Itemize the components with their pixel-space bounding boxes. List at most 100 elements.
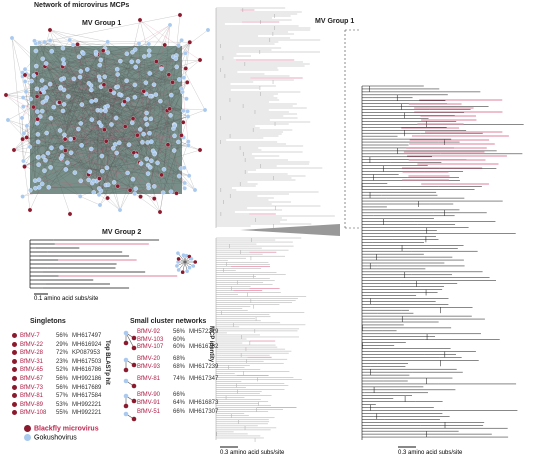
network-edge bbox=[26, 89, 43, 138]
network-node bbox=[170, 80, 175, 85]
cluster-member-pct: 66% bbox=[173, 409, 186, 415]
singleton-node-icon bbox=[12, 367, 17, 373]
cluster-member-pct: 64% bbox=[173, 399, 186, 406]
network-edge bbox=[138, 43, 149, 174]
network-edge bbox=[48, 180, 94, 188]
singleton-name: BfMV-89 bbox=[20, 401, 44, 408]
network-node bbox=[133, 186, 138, 191]
network-edge bbox=[37, 134, 109, 185]
network-edge bbox=[99, 186, 118, 189]
network-edge bbox=[63, 59, 121, 211]
cluster-member-acc: MH572279 bbox=[189, 329, 219, 335]
network-edge bbox=[36, 65, 172, 96]
network-node bbox=[22, 66, 28, 72]
network-edge bbox=[65, 169, 121, 211]
network-node bbox=[19, 115, 25, 121]
network-edge bbox=[29, 145, 189, 147]
singleton-node-icon bbox=[12, 384, 17, 390]
network-edge bbox=[38, 164, 149, 174]
network-edge bbox=[45, 160, 103, 172]
network-node bbox=[76, 54, 82, 60]
network-node bbox=[20, 95, 26, 100]
network-node bbox=[183, 51, 188, 56]
singleton-pct: 55% bbox=[56, 410, 69, 417]
network-node bbox=[57, 128, 63, 133]
network-node bbox=[183, 66, 188, 71]
network-node bbox=[44, 95, 50, 100]
collapsed-clade bbox=[240, 224, 340, 236]
network-node bbox=[63, 167, 69, 172]
network-edge bbox=[44, 41, 173, 83]
cluster-member-pct: 68% bbox=[173, 356, 186, 362]
singleton-name: BfMV-7 bbox=[20, 333, 40, 340]
network-edge bbox=[23, 97, 114, 149]
network-node bbox=[39, 87, 45, 92]
network-node bbox=[29, 78, 34, 84]
small-network-node bbox=[181, 253, 186, 258]
network-node bbox=[45, 150, 51, 156]
network-edge bbox=[46, 97, 131, 191]
network-node bbox=[130, 176, 136, 182]
network-node bbox=[40, 56, 46, 62]
network-node bbox=[142, 54, 147, 59]
singleton-row: BfMV-28 72% KP087953 bbox=[12, 350, 100, 356]
cluster-member-name: BfMV-81 bbox=[137, 376, 161, 382]
network-node bbox=[149, 158, 154, 164]
network-node bbox=[91, 178, 96, 184]
network-node bbox=[91, 190, 97, 195]
network-node bbox=[133, 64, 138, 70]
cluster-member-pct: 68% bbox=[173, 363, 186, 370]
network-node bbox=[117, 207, 123, 213]
network-edge bbox=[170, 82, 188, 116]
singleton-pct: 29% bbox=[56, 341, 69, 348]
network-node bbox=[35, 116, 40, 122]
network-edge bbox=[61, 141, 107, 160]
network-node bbox=[106, 182, 111, 188]
cluster-member-pct: 74% bbox=[173, 376, 186, 382]
network-edge bbox=[51, 118, 134, 148]
network-edge bbox=[139, 19, 201, 61]
small-network-node bbox=[191, 264, 196, 268]
network-edge bbox=[100, 110, 162, 176]
network-node bbox=[38, 114, 43, 119]
network-node bbox=[111, 180, 117, 185]
network-node bbox=[105, 103, 110, 109]
network-node bbox=[172, 133, 177, 139]
cluster-network-icon bbox=[120, 357, 140, 380]
cluster-member-acc: MH617307 bbox=[189, 409, 219, 415]
network-node bbox=[136, 41, 142, 46]
network-node bbox=[31, 104, 36, 110]
network-node bbox=[21, 130, 27, 136]
network-edge bbox=[31, 81, 39, 158]
network-node bbox=[97, 176, 102, 181]
network-node bbox=[152, 151, 157, 157]
network-node bbox=[89, 117, 95, 122]
singleton-node-icon bbox=[12, 393, 17, 399]
singletons-title: Singletons bbox=[30, 318, 66, 325]
network-edge bbox=[93, 142, 148, 193]
network-edge bbox=[34, 40, 189, 117]
network-edge bbox=[107, 86, 118, 107]
network-edge bbox=[21, 98, 31, 119]
network-node bbox=[65, 160, 70, 165]
network-edge bbox=[88, 54, 97, 175]
gokusho-dot-icon bbox=[24, 434, 31, 442]
clusters-title: Small cluster networks bbox=[130, 318, 207, 325]
network-edge bbox=[61, 79, 101, 81]
network-node bbox=[75, 42, 80, 47]
network-node bbox=[205, 27, 211, 33]
cluster-member-name: BfMV-91 bbox=[137, 399, 161, 406]
singleton-acc: MH992186 bbox=[72, 376, 102, 383]
network-edge bbox=[30, 29, 51, 100]
network-edge bbox=[125, 84, 155, 127]
network-edge bbox=[123, 104, 147, 125]
network-node bbox=[43, 85, 48, 90]
network-edge bbox=[161, 174, 177, 194]
singleton-name: BfMV-31 bbox=[20, 358, 44, 365]
network-node bbox=[115, 84, 120, 89]
network-edge bbox=[115, 108, 170, 145]
network-node bbox=[36, 154, 41, 160]
singleton-pct: 57% bbox=[56, 393, 69, 400]
singleton-acc: MH616924 bbox=[72, 341, 102, 348]
network-node bbox=[174, 64, 179, 70]
